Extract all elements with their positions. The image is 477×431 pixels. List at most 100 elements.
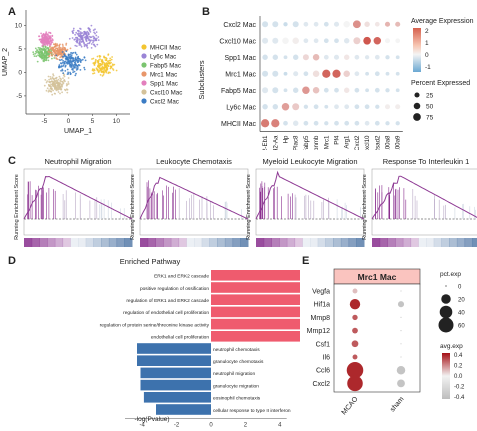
pathway-label: neutrophil chemotaxis [213,347,260,353]
umap-point [61,81,64,83]
gsea-rank-strip [449,238,458,247]
dotplot-b-dot [333,21,340,27]
umap-point [105,64,108,67]
umap-point [75,31,78,34]
mrc1-dot [396,365,406,375]
gsea-rank-strip [124,238,133,247]
dotplot-b-dot [354,87,360,93]
umap-point [77,29,79,32]
panel-b: B Cxcl2 Mac Cxcl10 Mac Spp1 Mac Mrc1 Mac Fab… [190,0,477,150]
umap-point [64,88,66,91]
umap-point [49,76,52,78]
umap-point [88,42,90,45]
umap-point [52,47,55,49]
umap-point [94,28,96,31]
umap-point [35,50,37,53]
umap-point [104,63,106,65]
umap-point [54,92,56,95]
umap-point [62,45,64,47]
gsea-title: Leukocyte Chemotaxis [156,157,232,166]
mrc1-dot [346,361,364,379]
umap-point [88,38,91,41]
umap-point [62,77,64,79]
dotplot-b-col-label: Arg1 [344,135,351,149]
umap-scatter: -5 0 5 10 -5 0 5 10 UMAP_1 UMAP_2 MHCII Mac Ly6c… [2,10,182,135]
umap-point [47,59,50,62]
umap-point [49,87,52,90]
dotplot-b-dot [292,21,299,28]
mrc1-header-label: Mrc1 Mac [358,272,397,282]
avg-exp-colorbar [442,353,450,399]
umap-point [67,71,69,74]
pct-expressed-swatch [414,92,420,98]
gsea-rank-strip [70,238,79,247]
umap-point [58,81,60,84]
umap-legend-label: Mrc1 Mac [150,71,177,78]
gsea-rank-strip [163,238,172,247]
umap-point [63,75,66,78]
gsea-rank-strip [140,238,149,247]
umap-point [81,32,84,34]
umap-point [41,44,44,46]
umap-point [47,90,50,93]
avg-expression-legend-title: Average Expression [411,18,474,25]
mrc1-dot [352,288,358,294]
gsea-rank-strip [372,238,381,247]
umap-ytick-label: 0 [18,69,22,76]
dotplot-b-dot [364,104,370,110]
umap-point [64,48,66,51]
avg-expression-colorbar [413,28,421,72]
umap-point [37,46,40,49]
dotplot-b-dot [262,54,268,60]
pathway-label: eosinophil chemotaxis [213,396,261,402]
umap-point [34,47,37,50]
umap-point [57,78,60,81]
pct-exp-tick: 20 [458,297,465,303]
dotplot-b-col-label: Hp [283,135,290,143]
gsea-rank-strip [93,238,102,247]
dotplot-b-dot [334,120,339,126]
umap-point [52,50,55,53]
umap-point [32,51,35,54]
pathway-label: ERK1 and ERK2 cascade [154,274,209,280]
dotplot-b-dot [292,87,299,93]
umap-point [85,39,88,42]
avg-expression-tick: 2 [425,28,429,35]
umap-point [100,64,103,66]
mrc1-dot [400,290,402,292]
umap-point [48,78,50,81]
dotplot-b-dot [272,21,279,28]
umap-point [92,41,94,44]
umap-point [46,80,49,82]
umap-point [40,32,42,35]
dotplot-b-dot [332,69,341,78]
umap-point [99,55,102,58]
umap-point [54,48,57,50]
dotplot-b-dot [363,36,371,45]
umap-point [91,68,94,71]
dotplot-b-dot [384,21,391,27]
umap-point [55,57,58,60]
umap-point [58,51,61,54]
umap-point [87,32,90,35]
pathway-bar [156,404,211,415]
umap-point [64,64,67,67]
umap-point [110,65,113,68]
umap-legend-label: Ly6c Mac [150,53,176,60]
umap-point [47,75,50,78]
dotplot-b-dot [385,88,390,93]
umap-point [99,58,101,60]
umap-ytick-label: -5 [16,93,22,100]
umap-point [72,57,75,60]
gsea-rank-strip [217,238,226,247]
gsea-rank-strip [178,238,187,247]
umap-point [79,58,82,61]
umap-legend-swatch [141,44,147,50]
pathway-bar [211,282,300,293]
umap-point [40,39,43,41]
umap-point [83,45,86,48]
umap-point [76,61,79,64]
umap-point [54,50,56,53]
dotplot-b-dot [385,55,390,60]
umap-point [56,44,58,47]
